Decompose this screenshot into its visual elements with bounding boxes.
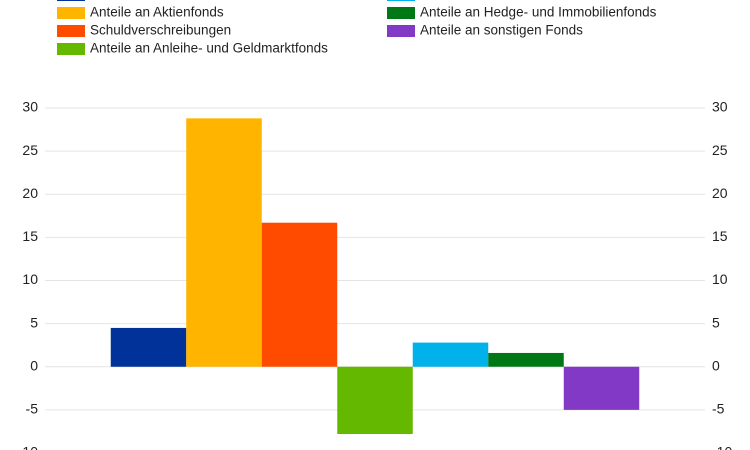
- legend-swatch: [387, 25, 415, 37]
- y2-tick-label: 25: [712, 142, 728, 158]
- bar: [261, 222, 338, 367]
- legend-swatch: [387, 7, 415, 19]
- y-tick-label: -5: [26, 401, 39, 417]
- legend-label: Anteile an Hedge- und Immobilienfonds: [420, 5, 657, 20]
- legend-swatch: [57, 25, 85, 37]
- y-tick-label: 5: [30, 314, 38, 330]
- y-tick-label: 25: [22, 142, 38, 158]
- y-tick-label: 15: [22, 228, 38, 244]
- y2-tick-label: -5: [712, 401, 725, 417]
- y-tick-label: 10: [22, 271, 38, 287]
- legend-swatch: [57, 7, 85, 19]
- y2-tick-label: 15: [712, 228, 728, 244]
- bar: [337, 366, 413, 435]
- legend-swatch: [387, 0, 415, 1]
- legend-swatch: [57, 0, 85, 1]
- bar: [563, 366, 640, 410]
- y2-tick-label: 10: [712, 271, 728, 287]
- y2-tick-label: 30: [712, 99, 728, 115]
- legend-label: Schuldverschreibungen: [90, 23, 231, 38]
- y-tick-label: 30: [22, 99, 38, 115]
- y2-tick-label: 5: [712, 314, 720, 330]
- y-tick-label: 0: [30, 357, 38, 373]
- bar: [412, 342, 489, 367]
- legend-swatch: [57, 43, 85, 55]
- bar: [186, 118, 262, 367]
- y-tick-label: -10: [18, 444, 38, 450]
- legend-label: Anteile an Aktienfonds: [90, 5, 224, 20]
- bar: [488, 352, 564, 367]
- y2-tick-label: 0: [712, 357, 720, 373]
- bar: [110, 327, 187, 367]
- y-tick-label: 20: [22, 185, 38, 201]
- legend-label: Anteile an Anleihe- und Geldmarktfonds: [90, 41, 328, 56]
- legend-label: Anteile an sonstigen Fonds: [420, 23, 583, 38]
- y2-tick-label: 20: [712, 185, 728, 201]
- y2-tick-label: -10: [712, 444, 732, 450]
